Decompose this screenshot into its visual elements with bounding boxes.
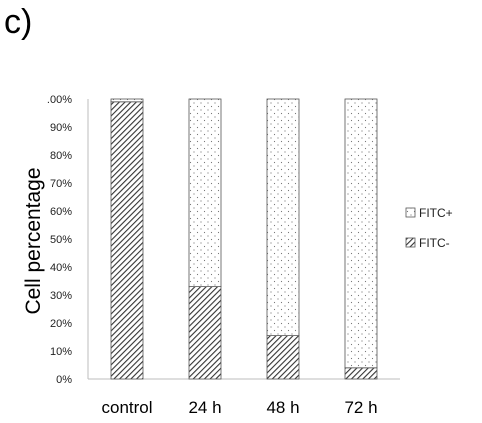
- x-category-label: 72 h: [344, 398, 377, 417]
- bar-segment-fitc-negative: [110, 101, 144, 380]
- y-tick-label: 90%: [50, 122, 72, 134]
- bar-segment-fitc-negative: [188, 286, 222, 380]
- bar-segment-fitc-positive: [110, 98, 144, 103]
- legend-swatch: [405, 207, 416, 218]
- y-tick-label: 40%: [50, 262, 72, 274]
- y-tick-label: 10%: [50, 346, 72, 358]
- panel-label: c): [4, 3, 33, 41]
- y-tick-label: 50%: [50, 234, 72, 246]
- x-category-label: control: [101, 398, 152, 417]
- y-tick-label: .00%: [47, 94, 72, 106]
- y-tick-label: 0%: [56, 374, 72, 386]
- bar-segment-fitc-positive: [344, 98, 378, 369]
- y-tick-label: 80%: [50, 150, 72, 162]
- bar-segment-fitc-positive: [266, 98, 300, 337]
- bar-segment-fitc-positive: [188, 98, 222, 288]
- x-category-label: 24 h: [188, 398, 221, 417]
- bar-segment-fitc-negative: [344, 367, 378, 380]
- legend-label: FITC+: [419, 206, 453, 220]
- legend-swatch: [405, 237, 416, 248]
- y-tick-label: 20%: [50, 318, 72, 330]
- y-tick-label: 70%: [50, 178, 72, 190]
- y-tick-label: 30%: [50, 290, 72, 302]
- x-category-label: 48 h: [266, 398, 299, 417]
- y-tick-label: 60%: [50, 206, 72, 218]
- bar-segment-fitc-negative: [266, 335, 300, 380]
- y-axis-title: Cell percentage: [22, 167, 45, 314]
- legend-label: FITC-: [419, 236, 450, 250]
